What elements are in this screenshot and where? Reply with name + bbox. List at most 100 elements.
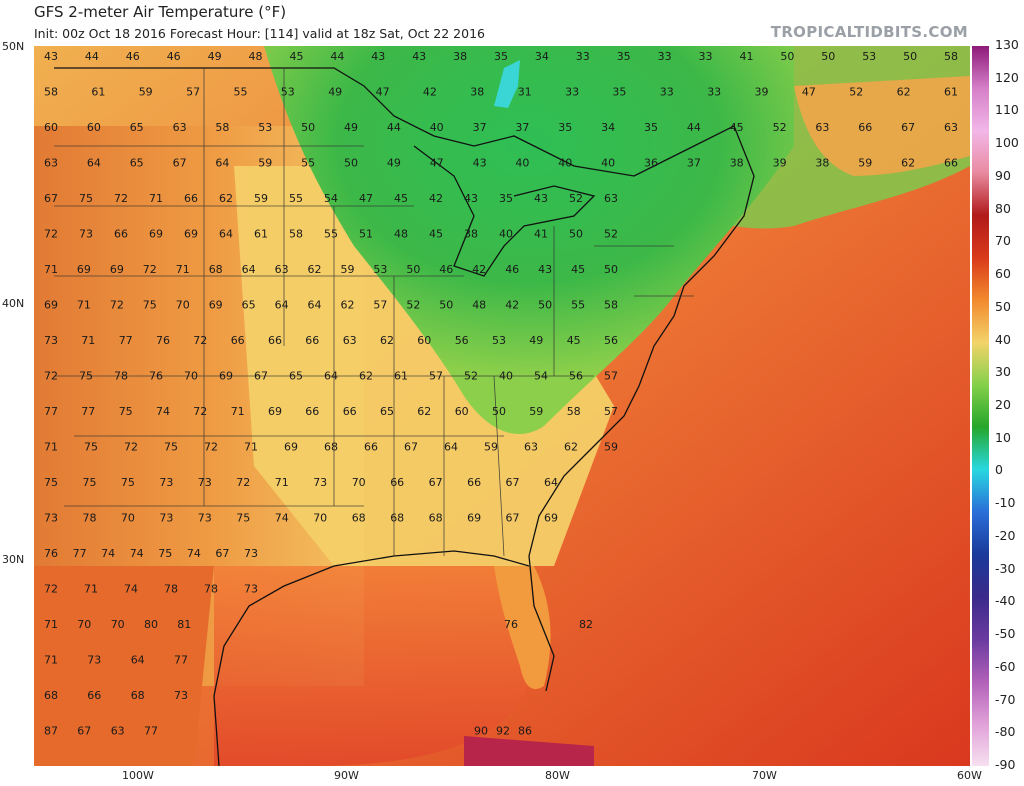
temperature-value: 75	[84, 441, 98, 454]
temperature-value: 75	[236, 512, 250, 525]
east-coastline	[528, 125, 755, 692]
temperature-value: 67	[44, 192, 58, 205]
temperature-value: 58	[289, 228, 303, 241]
temperature-value: 50	[821, 50, 835, 63]
temperature-value: 43	[538, 263, 552, 276]
temperature-value: 72	[193, 405, 207, 418]
florida-peninsula	[494, 566, 551, 690]
temperature-value: 80	[144, 618, 158, 631]
temperature-value: 77	[81, 405, 95, 418]
temperature-value: 52	[464, 370, 478, 383]
temperature-value: 71	[84, 583, 98, 596]
temperature-value: 72	[110, 299, 124, 312]
temperature-value: 50	[301, 121, 315, 134]
temperature-value: 76	[504, 618, 518, 631]
temperature-value: 74	[101, 547, 115, 560]
temperature-value: 71	[149, 192, 163, 205]
temperature-value: 53	[862, 50, 876, 63]
temperature-value: 48	[472, 299, 486, 312]
temperature-value: 70	[184, 370, 198, 383]
temperature-value: 46	[126, 50, 140, 63]
temperature-value: 50	[439, 299, 453, 312]
colorbar-tick-label: 100	[995, 135, 1019, 151]
temperature-value: 64	[87, 157, 101, 170]
temperature-value: 75	[143, 299, 157, 312]
brand-watermark: TROPICALTIDBITS.COM	[770, 23, 968, 41]
temperature-value: 69	[219, 370, 233, 383]
temperature-value: 56	[455, 334, 469, 347]
temperature-value: 66	[87, 689, 101, 702]
temperature-value: 52	[773, 121, 787, 134]
temperature-value: 42	[472, 263, 486, 276]
temperature-value: 55	[571, 299, 585, 312]
temperature-value: 40	[499, 228, 513, 241]
temperature-value: 70	[77, 618, 91, 631]
temperature-value: 77	[44, 405, 58, 418]
temperature-value: 66	[305, 334, 319, 347]
temperature-value: 64	[219, 228, 233, 241]
temperature-value: 41	[740, 50, 754, 63]
temperature-value: 68	[131, 689, 145, 702]
lon-label-100w: 100W	[122, 769, 154, 782]
temperature-value: 63	[604, 192, 618, 205]
temperature-value: 38	[470, 86, 484, 99]
temperature-value: 72	[44, 370, 58, 383]
temperature-value: 62	[219, 192, 233, 205]
temperature-value: 73	[79, 228, 93, 241]
temperature-value: 55	[301, 157, 315, 170]
temperature-value: 53	[373, 263, 387, 276]
temperature-value: 33	[707, 86, 721, 99]
temperature-value: 43	[412, 50, 426, 63]
temperature-value: 58	[567, 405, 581, 418]
temperature-value: 42	[429, 192, 443, 205]
temperature-value: 50	[406, 263, 420, 276]
temperature-map[interactable]: 43 44 46 46 49 48 45 44 43 43 38 35 34 33 35 33 33 41 50 50…	[34, 46, 970, 766]
temperature-value: 76	[156, 334, 170, 347]
temperature-value: 61	[944, 86, 958, 99]
lat-label-30n: 30N	[2, 553, 25, 566]
colorbar-tick-label: 50	[995, 298, 1011, 314]
temperature-value: 47	[376, 86, 390, 99]
temperature-value: 92	[496, 725, 510, 738]
temperature-value: 71	[44, 618, 58, 631]
colorbar-tick-label: 0	[995, 462, 1003, 478]
temperature-value: 50	[569, 228, 583, 241]
temperature-value: 67	[506, 512, 520, 525]
temperature-value: 67	[77, 725, 91, 738]
temperature-value: 63	[111, 725, 125, 738]
temperature-value: 59	[529, 405, 543, 418]
temperature-value: 71	[44, 441, 58, 454]
temperature-value: 70	[313, 512, 327, 525]
temperature-value: 72	[193, 334, 207, 347]
temperature-value: 35	[612, 86, 626, 99]
temperature-value: 46	[505, 263, 519, 276]
temperature-value: 78	[204, 583, 218, 596]
temperature-value: 58	[604, 299, 618, 312]
temperature-value: 62	[564, 441, 578, 454]
temperature-value: 38	[464, 228, 478, 241]
temperature-value: 66	[467, 476, 481, 489]
great-lakes-outline	[413, 145, 596, 277]
temperature-value: 81	[177, 618, 191, 631]
temperature-value: 68	[324, 441, 338, 454]
temperature-value: 74	[156, 405, 170, 418]
temperature-value: 57	[373, 299, 387, 312]
temperature-value: 50	[604, 263, 618, 276]
temperature-value: 33	[565, 86, 579, 99]
temperature-value: 49	[387, 157, 401, 170]
temperature-value: 35	[617, 50, 631, 63]
temperature-value: 44	[387, 121, 401, 134]
temperature-value: 72	[44, 228, 58, 241]
temperature-value: 59	[254, 192, 268, 205]
temperature-value: 37	[473, 121, 487, 134]
temperature-value: 56	[569, 370, 583, 383]
colorbar-tick-label: 10	[995, 429, 1011, 445]
temperature-value: 66	[858, 121, 872, 134]
temperature-value: 49	[344, 121, 358, 134]
temperature-value: 64	[215, 157, 229, 170]
temperature-value: 47	[359, 192, 373, 205]
temperature-value: 75	[83, 476, 97, 489]
temperature-value: 50	[903, 50, 917, 63]
temperature-value: 33	[699, 50, 713, 63]
temperature-value: 77	[144, 725, 158, 738]
